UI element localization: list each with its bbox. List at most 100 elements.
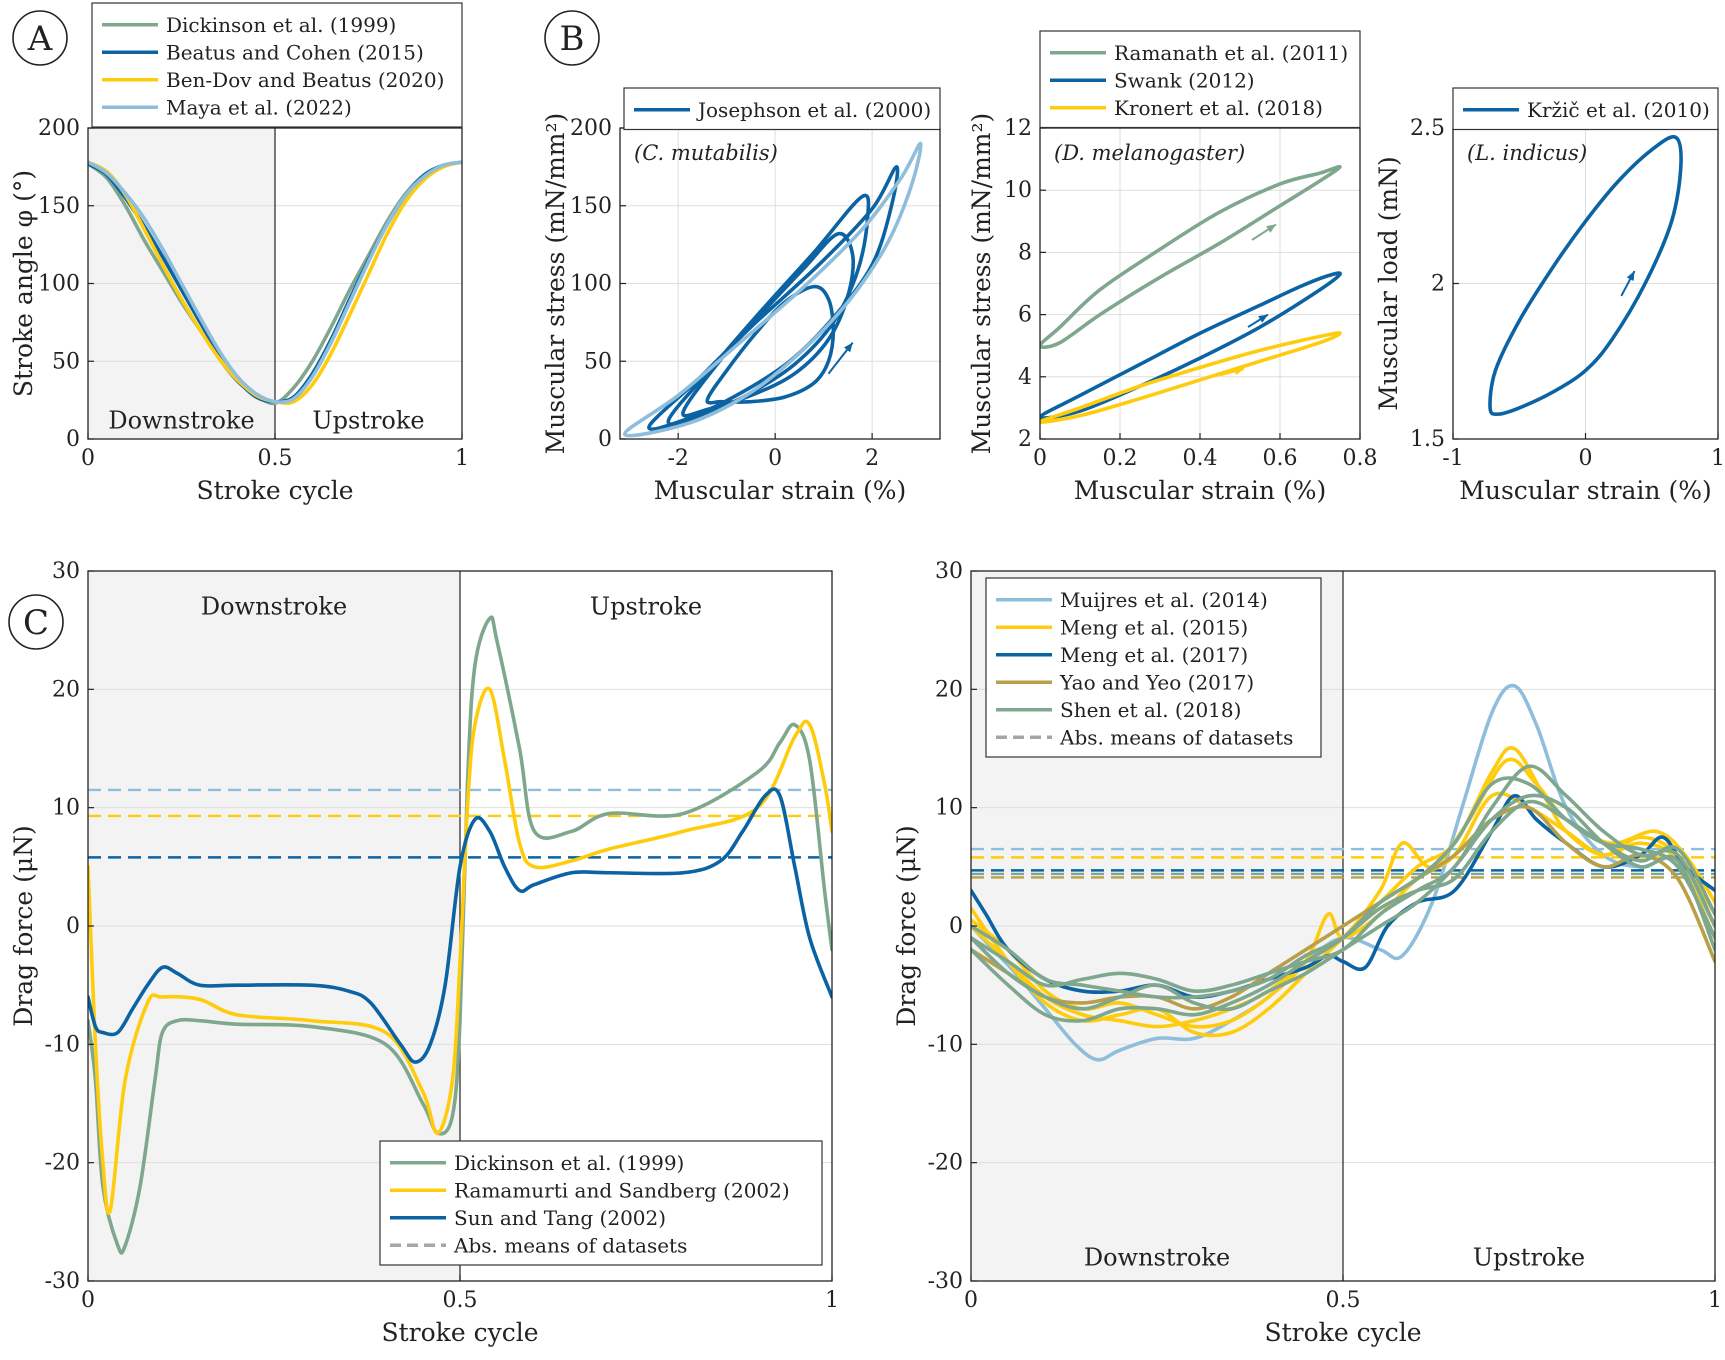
tick-label-x: 1	[1711, 446, 1725, 471]
plot-area	[971, 683, 1715, 1062]
legend-entry: Kržič et al. (2010)	[1527, 98, 1710, 122]
tick-label-y: 0	[66, 914, 80, 939]
series-line	[1040, 271, 1342, 420]
x-axis-label: Stroke cycle	[382, 1318, 539, 1347]
tick-label-x: 0	[768, 446, 782, 471]
tick-label-y: 6	[1018, 303, 1032, 328]
y-axis-label: Drag force (μN)	[892, 825, 921, 1026]
tick-label-y: 20	[52, 677, 80, 702]
tick-label-y: 0	[598, 427, 612, 452]
panel-label-circle	[544, 10, 600, 66]
tick-label-y: 10	[1004, 178, 1032, 203]
tick-label-y: 2.5	[1410, 116, 1445, 141]
tick-label-x: 0	[81, 446, 95, 471]
x-axis-label: Muscular strain (%)	[654, 476, 906, 505]
legend-entry: Meng et al. (2017)	[1060, 643, 1248, 667]
tick-label-y: 20	[935, 677, 963, 702]
tick-label-x: 0.4	[1183, 446, 1218, 471]
y-axis-label: Muscular load (mN)	[1374, 156, 1403, 410]
series-line	[88, 787, 832, 1064]
legend-entry: Swank (2012)	[1114, 68, 1255, 92]
tick-label-y: 100	[38, 272, 80, 297]
tick-label-y: 2	[1431, 272, 1445, 297]
plot-area	[88, 615, 832, 1255]
tick-label-y: 50	[52, 349, 80, 374]
x-axis-label: Stroke cycle	[197, 476, 354, 505]
region-label-upstroke: Upstroke	[590, 593, 702, 621]
tick-label-x: 0	[1033, 446, 1047, 471]
region-label-downstroke: Downstroke	[1084, 1243, 1230, 1271]
legend-entry: Meng et al. (2015)	[1060, 615, 1248, 639]
series-line	[1040, 331, 1342, 424]
tick-label-y: 0	[949, 914, 963, 939]
legend-box	[985, 577, 1322, 758]
tick-label-x: 0.5	[1326, 1288, 1361, 1313]
tick-label-y: 8	[1018, 240, 1032, 265]
chart-a: Downstroke Upstroke 0 0.5 1 0 50 100 150 200 Strok…	[9, 2, 469, 505]
tick-label-x: 0.5	[443, 1288, 478, 1313]
y-axis-label: Muscular stress (mN/mm²)	[967, 113, 996, 455]
tick-label-x: -2	[667, 446, 688, 471]
y-axis-label: Muscular stress (mN/mm²)	[541, 113, 570, 455]
legend-entry: Kronert et al. (2018)	[1114, 96, 1323, 120]
region-label-downstroke: Downstroke	[201, 593, 347, 621]
chart-b3: (L. indicus) -1 0 1 1.5 2 2.5 Muscular strain (…	[1374, 87, 1725, 505]
legend-entry: Abs. means of datasets	[1059, 725, 1293, 749]
panel-label: A	[27, 19, 53, 59]
tick-label-x: 0.6	[1263, 446, 1298, 471]
legend: Muijres et al. (2014) Meng et al. (2015) M…	[985, 577, 1322, 758]
chart-c2: Downstroke Upstroke 0 0.5 1 -30 -20 -10 0 10 20 30 S…	[892, 559, 1722, 1347]
panel-label-circle	[8, 594, 64, 650]
tick-label-y: 150	[38, 194, 80, 219]
tick-label-y: 4	[1018, 365, 1032, 390]
x-axis-label: Muscular strain (%)	[1459, 476, 1711, 505]
y-axis-label: Drag force (μN)	[9, 825, 38, 1026]
tick-label-x: 0.5	[258, 446, 293, 471]
tick-label-y: 30	[935, 559, 963, 584]
series-line	[971, 793, 1715, 1012]
panel-label: C	[23, 603, 49, 643]
x-axis-label: Muscular strain (%)	[1074, 476, 1326, 505]
tick-label-x: 0	[81, 1288, 95, 1313]
x-axis-label: Stroke cycle	[1265, 1318, 1422, 1347]
y-axis-label: Stroke angle φ (°)	[9, 170, 38, 397]
arrow-head	[1266, 224, 1276, 233]
tick-label-x: 1	[455, 446, 469, 471]
tick-label-x: 2	[865, 446, 879, 471]
region-label-upstroke: Upstroke	[1473, 1243, 1585, 1271]
plot-area	[1040, 164, 1342, 424]
tick-label-x: 0.2	[1103, 446, 1138, 471]
legend-entry: Yao and Yeo (2017)	[1059, 670, 1254, 694]
legend: Ramanath et al. (2011) Swank (2012) Kroner…	[1039, 30, 1361, 129]
legend-entry: Dickinson et al. (1999)	[166, 13, 396, 37]
legend-entry: Abs. means of datasets	[453, 1233, 687, 1257]
tick-label-y: -20	[45, 1151, 80, 1176]
legend: Dickinson et al. (1999) Ramamurti and San…	[379, 1140, 823, 1266]
arrow-head	[1626, 271, 1635, 282]
arrow-head	[1258, 314, 1268, 323]
tick-label-x: 0.8	[1343, 446, 1378, 471]
plot-area	[623, 141, 923, 438]
legend-entry: Beatus and Cohen (2015)	[166, 40, 424, 64]
tick-label-y: 2	[1018, 427, 1032, 452]
series-line	[647, 165, 900, 431]
tick-label-y: 50	[584, 349, 612, 374]
legend: Josephson et al. (2000)	[623, 87, 941, 131]
series-line	[623, 141, 923, 438]
series-line	[88, 160, 462, 404]
series-line	[1488, 135, 1683, 416]
tick-label-y: 200	[38, 116, 80, 141]
tick-label-y: 0	[66, 427, 80, 452]
series-line	[971, 804, 1715, 1011]
legend-entry: Shen et al. (2018)	[1060, 698, 1241, 722]
arrow-head	[843, 342, 853, 353]
legend-entry: Ramanath et al. (2011)	[1114, 41, 1348, 65]
tick-label-y: -20	[928, 1151, 963, 1176]
legend-entry: Maya et al. (2022)	[166, 95, 352, 119]
tick-label-y: 100	[570, 272, 612, 297]
tick-label-y: -10	[45, 1032, 80, 1057]
arrow-head	[1234, 367, 1244, 376]
plot-area	[88, 160, 462, 406]
tick-label-x: -1	[1442, 446, 1463, 471]
